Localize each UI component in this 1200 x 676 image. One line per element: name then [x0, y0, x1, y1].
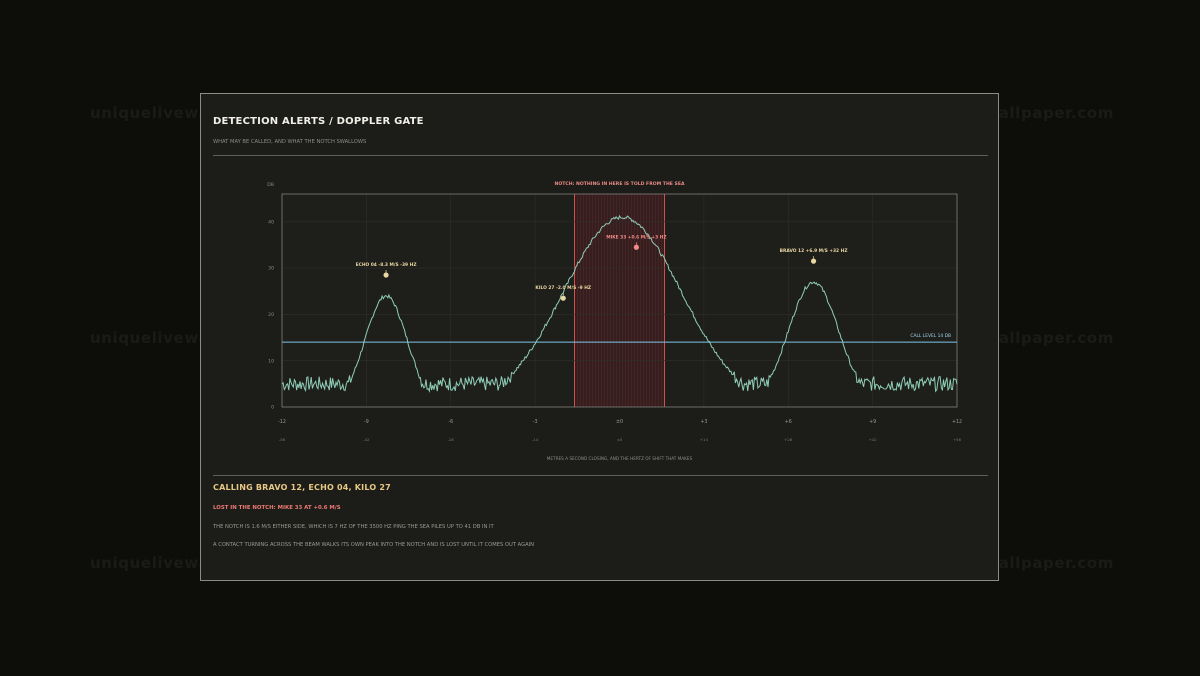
header-divider — [213, 155, 988, 156]
x-tick-hz-label: -28 — [448, 437, 455, 442]
x-tick-label: -9 — [364, 419, 369, 425]
x-tick-label: +9 — [869, 419, 876, 425]
doppler-chart: 0 10 20 30 40 DB -12 -56 -9 -42 -6 -28 -3 -14 ±0 ±0 +3 +1… — [267, 181, 962, 461]
call-level-label: CALL LEVEL 14 DB — [910, 333, 951, 339]
x-tick-hz-label: +42 — [869, 437, 878, 442]
contact-marker — [560, 295, 566, 301]
y-tick-label: 20 — [268, 312, 274, 318]
x-tick-label: ±0 — [616, 419, 623, 425]
spectrum-line — [281, 214, 958, 394]
y-tick-label: 30 — [268, 266, 274, 272]
contact-label: BRAVO 12 +6.9 M/S +32 HZ — [780, 248, 848, 254]
beam-note: A CONTACT TURNING ACROSS THE BEAM WALKS … — [213, 542, 535, 548]
contact-marker — [633, 244, 639, 250]
x-axis-label: METRES A SECOND CLOSING, AND THE HERTZ O… — [547, 456, 693, 461]
x-tick-label: -3 — [533, 419, 538, 425]
y-axis-label: DB — [267, 182, 274, 188]
lost-in-notch: LOST IN THE NOTCH: MIKE 33 AT +0.6 M/S — [213, 505, 341, 511]
contact-marker — [810, 258, 817, 264]
x-tick-hz-label: -56 — [279, 437, 286, 442]
panel-subtitle: WHAT MAY BE CALLED, AND WHAT THE NOTCH S… — [213, 139, 367, 145]
plot-frame — [281, 193, 958, 408]
y-tick-label: 10 — [268, 358, 274, 364]
x-tick-label: -6 — [448, 419, 453, 425]
x-tick-hz-label: -14 — [532, 437, 539, 442]
x-tick-label: -12 — [278, 419, 286, 425]
contact-label: MIKE 33 +0.6 M/S +3 HZ — [606, 234, 666, 240]
notch-note: THE NOTCH IS 1.6 M/S EITHER SIDE, WHICH … — [213, 524, 494, 530]
contact-marker — [383, 272, 389, 278]
x-tick-label: +12 — [952, 419, 962, 425]
y-tick-label: 0 — [271, 405, 274, 411]
notch-label: NOTCH: NOTHING IN HERE IS TOLD FROM THE … — [554, 181, 685, 187]
x-tick-hz-label: -42 — [363, 437, 370, 442]
x-tick-hz-label: +56 — [953, 437, 962, 442]
x-tick-hz-label: +28 — [784, 437, 793, 442]
panel-title: DETECTION ALERTS / DOPPLER GATE — [213, 116, 424, 127]
chart-divider — [213, 475, 988, 476]
contact-label: KILO 27 -2.0 M/S -9 HZ — [535, 285, 591, 291]
x-tick-label: +3 — [700, 419, 707, 425]
x-tick-hz-label: ±0 — [617, 437, 623, 442]
x-tick-label: +6 — [785, 419, 792, 425]
calling-summary: CALLING BRAVO 12, ECHO 04, KILO 27 — [213, 483, 391, 492]
y-tick-label: 40 — [268, 219, 274, 225]
x-tick-hz-label: +14 — [700, 437, 709, 442]
contact-label: ECHO 04 -8.3 M/S -39 HZ — [356, 262, 417, 268]
detection-panel: DETECTION ALERTS / DOPPLER GATE WHAT MAY… — [200, 93, 999, 581]
